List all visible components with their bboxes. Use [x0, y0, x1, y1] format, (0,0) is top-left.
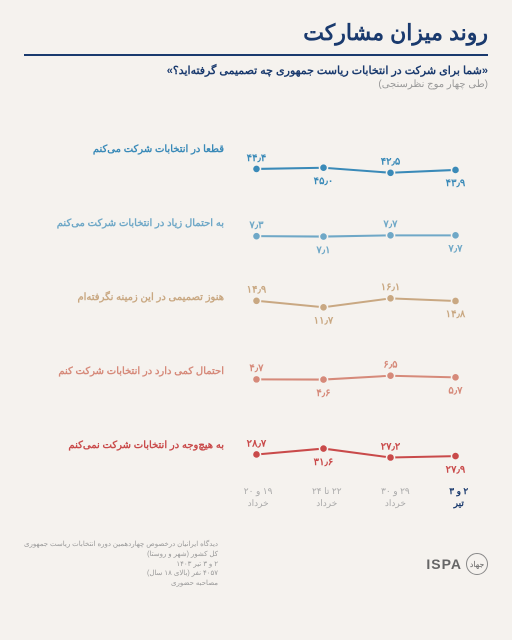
svg-text:۱۶٫۱: ۱۶٫۱ — [381, 282, 401, 293]
footer-line: کل کشور (شهر و روستا) — [24, 550, 218, 560]
x-axis-label: ۱۹ و ۲۰خرداد — [244, 486, 273, 522]
footer: جهاد ISPA دیدگاه ایرانیان درخصوص چهاردهم… — [0, 532, 512, 589]
svg-text:۶٫۵: ۶٫۵ — [383, 360, 398, 371]
footer-line: مصاحبه حضوری — [24, 579, 218, 589]
svg-text:۴۴٫۴: ۴۴٫۴ — [247, 153, 267, 164]
legend-item: احتمال کمی دارد در انتخابات شرکت کنم — [32, 366, 224, 377]
svg-text:۲۷٫۲: ۲۷٫۲ — [381, 441, 401, 452]
svg-text:۲۸٫۷: ۲۸٫۷ — [247, 438, 267, 449]
svg-text:۷٫۷: ۷٫۷ — [382, 219, 398, 230]
svg-text:۳۱٫۶: ۳۱٫۶ — [314, 457, 334, 468]
svg-text:۷٫۱: ۷٫۱ — [315, 245, 330, 256]
x-axis-label: ۲۹ و ۳۰خرداد — [381, 486, 410, 522]
svg-text:۷٫۷: ۷٫۷ — [447, 244, 463, 255]
svg-text:۴٫۶: ۴٫۶ — [316, 388, 330, 399]
footer-line: ۲ و ۳ تیر ۱۴۰۳ — [24, 560, 218, 570]
footer-line: دیدگاه ایرانیان درخصوص چهاردهمین دوره ان… — [24, 540, 218, 550]
logo-text: ISPA — [426, 556, 462, 572]
legend-item: به احتمال زیاد در انتخابات شرکت می‌کنم — [32, 218, 224, 229]
svg-text:۱۴٫۸: ۱۴٫۸ — [446, 309, 466, 320]
x-axis-label: ۲۲ تا ۲۴خرداد — [312, 486, 342, 522]
page-title: روند میزان مشارکت — [24, 20, 488, 56]
note: (طی چهار موج نظرسنجی) — [24, 79, 488, 90]
x-axis-labels: ۱۹ و ۲۰خرداد ۲۲ تا ۲۴خرداد ۲۹ و ۳۰خرداد ۲ و… — [224, 486, 488, 522]
svg-text:۱۱٫۷: ۱۱٫۷ — [314, 316, 334, 327]
svg-text:۴۵٫۰: ۴۵٫۰ — [314, 176, 334, 187]
legend: قطعا در انتخابات شرکت می‌کنم به احتمال زی… — [24, 102, 224, 522]
svg-text:۴٫۷: ۴٫۷ — [249, 363, 264, 374]
svg-text:۴۲٫۵: ۴۲٫۵ — [381, 157, 401, 168]
logo: جهاد ISPA — [426, 553, 488, 575]
footer-text: دیدگاه ایرانیان درخصوص چهاردهمین دوره ان… — [24, 540, 218, 589]
x-axis-label: ۲ و ۳تیر — [449, 486, 468, 522]
svg-text:۵٫۷: ۵٫۷ — [448, 386, 463, 397]
legend-item: قطعا در انتخابات شرکت می‌کنم — [32, 144, 224, 155]
legend-item: به هیچ‌وجه در انتخابات شرکت نمی‌کنم — [32, 440, 224, 451]
svg-text:۱۴٫۹: ۱۴٫۹ — [247, 285, 267, 296]
svg-text:۷٫۳: ۷٫۳ — [248, 220, 264, 231]
chart-area: ۴۴٫۴ ۴۵٫۰ ۴۲٫۵ ۴۳٫۹ ۷٫۳ ۷٫۱ ۷٫۷ ۷٫۷ ۱۴٫۹ ۱۱٫۷ ۱۶٫۱… — [24, 102, 488, 522]
subtitle: «شما برای شرکت در انتخابات ریاست جمهوری … — [24, 64, 488, 77]
footer-line: ۴۰۵۷ نفر (بالای ۱۸ سال) — [24, 569, 218, 579]
line-chart: ۴۴٫۴ ۴۵٫۰ ۴۲٫۵ ۴۳٫۹ ۷٫۳ ۷٫۱ ۷٫۷ ۷٫۷ ۱۴٫۹ ۱۱٫۷ ۱۶٫۱… — [224, 102, 488, 522]
legend-item: هنوز تصمیمی در این زمینه نگرفته‌ام — [32, 292, 224, 303]
svg-text:۲۷٫۹: ۲۷٫۹ — [446, 464, 466, 475]
logo-icon: جهاد — [466, 553, 488, 575]
svg-text:۴۳٫۹: ۴۳٫۹ — [446, 178, 466, 189]
